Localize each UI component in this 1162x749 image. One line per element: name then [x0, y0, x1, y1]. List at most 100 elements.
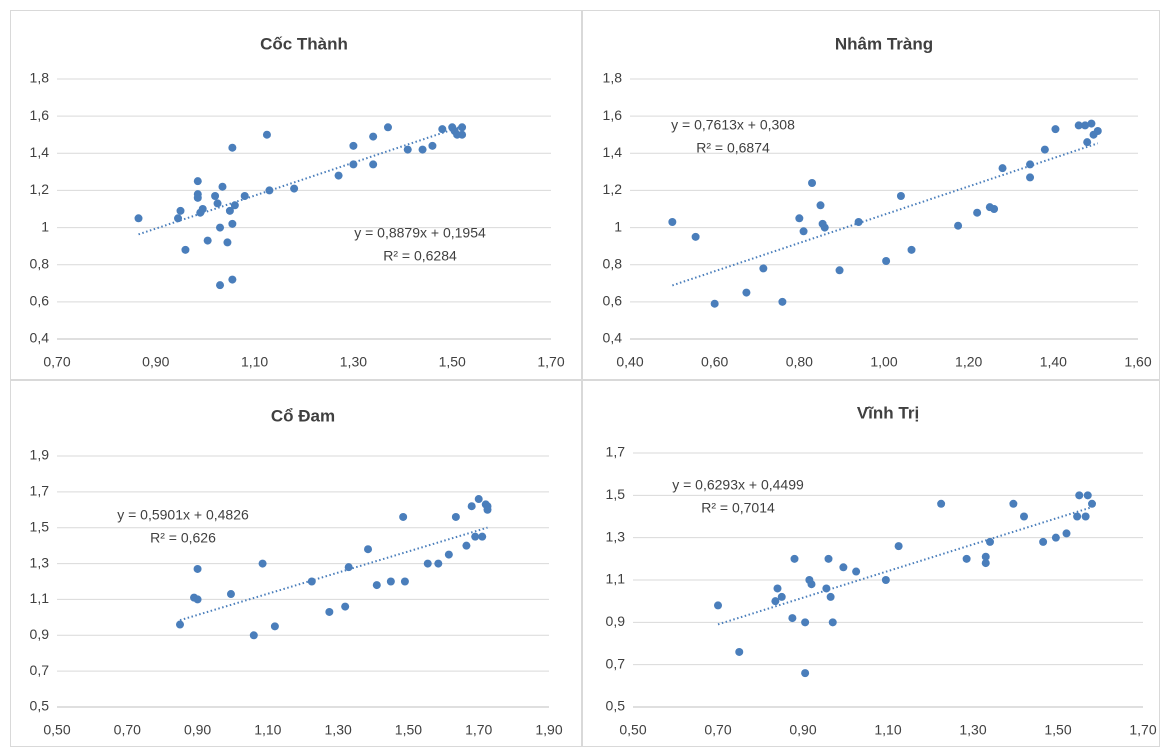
point	[258, 559, 267, 568]
point	[467, 502, 476, 511]
point	[383, 123, 392, 132]
x-tick-label: 1,50	[1044, 722, 1071, 738]
point	[735, 647, 744, 656]
trendline	[717, 506, 1093, 626]
point	[1093, 127, 1102, 135]
y-tick-label: 0,9	[606, 613, 626, 629]
point	[423, 559, 432, 568]
point	[759, 264, 768, 273]
point	[290, 184, 299, 193]
point	[213, 199, 222, 208]
point	[742, 288, 751, 297]
y-tick-label: 0,4	[603, 330, 623, 346]
y-tick-label: 0,4	[30, 330, 50, 346]
point	[403, 145, 412, 154]
y-tick-label: 1,5	[606, 486, 626, 502]
y-tick-label: 1,3	[606, 528, 626, 544]
x-tick-label: 1,30	[959, 722, 986, 738]
point	[418, 145, 427, 154]
point	[458, 130, 467, 139]
point	[334, 171, 343, 180]
point	[894, 542, 903, 551]
point	[907, 245, 916, 254]
chart-title: Vĩnh Trị	[857, 403, 919, 422]
point	[344, 563, 353, 572]
point	[181, 245, 190, 254]
point	[462, 541, 471, 550]
point	[434, 559, 443, 568]
point	[795, 214, 804, 223]
x-tick-label: 1,40	[1040, 354, 1067, 370]
point	[777, 592, 786, 601]
point	[954, 221, 963, 230]
x-tick-label: 1,20	[955, 354, 982, 370]
point	[176, 206, 185, 215]
trendline-equation: y = 0,7613x + 0,308	[671, 117, 795, 133]
point	[1081, 121, 1090, 130]
point	[1026, 160, 1035, 169]
y-tick-label: 1,7	[606, 444, 626, 460]
point	[341, 602, 350, 611]
point	[816, 201, 825, 210]
point	[478, 532, 487, 541]
x-tick-label: 1,30	[340, 354, 367, 370]
y-tick-label: 1,3	[30, 554, 50, 570]
panel-border	[10, 380, 582, 747]
x-tick-label: 1,10	[254, 722, 281, 738]
point	[771, 597, 780, 606]
point	[826, 592, 835, 601]
x-tick-label: 0,40	[616, 354, 643, 370]
y-tick-label: 1,9	[30, 447, 50, 463]
point	[1074, 121, 1083, 130]
point	[1083, 491, 1092, 500]
point	[349, 160, 358, 169]
point	[986, 537, 994, 546]
x-tick-label: 0,90	[184, 722, 211, 738]
x-tick-label: 1,70	[1129, 722, 1156, 738]
point	[896, 192, 905, 200]
y-tick-label: 1,8	[603, 70, 623, 86]
y-tick-label: 1,1	[606, 571, 626, 587]
point	[471, 532, 480, 541]
trendline	[138, 125, 463, 236]
y-tick-label: 0,8	[603, 255, 623, 271]
x-tick-label: 1,10	[241, 354, 268, 370]
y-tick-label: 0,9	[30, 626, 50, 642]
point	[1087, 119, 1096, 128]
trendline	[672, 142, 1099, 287]
point	[386, 577, 395, 586]
x-tick-label: 0,70	[704, 722, 731, 738]
point	[1051, 125, 1060, 134]
point	[937, 499, 946, 508]
y-tick-label: 0,6	[30, 293, 50, 309]
x-tick-label: 1,60	[1124, 354, 1151, 370]
y-tick-label: 1,7	[30, 483, 50, 499]
point	[458, 123, 467, 132]
y-tick-label: 1,1	[30, 590, 50, 606]
point	[790, 554, 799, 563]
point	[428, 141, 437, 150]
point	[226, 590, 235, 599]
point	[134, 214, 143, 223]
panel-border	[10, 10, 582, 380]
point	[778, 297, 787, 306]
point	[1026, 173, 1035, 182]
point	[828, 618, 837, 627]
point	[444, 550, 453, 559]
point	[349, 141, 358, 150]
point	[270, 622, 279, 631]
point	[193, 595, 202, 604]
point	[990, 205, 999, 213]
point	[249, 631, 258, 640]
point	[307, 577, 316, 586]
y-tick-label: 0,6	[603, 293, 623, 309]
x-tick-label: 0,50	[43, 722, 70, 738]
point	[854, 218, 863, 226]
x-tick-label: 0,60	[701, 354, 728, 370]
y-tick-label: 1,2	[603, 181, 623, 197]
point	[882, 257, 891, 265]
point	[1073, 512, 1082, 521]
y-tick-label: 1	[41, 218, 49, 234]
trendline-equation: y = 0,8879x + 0,1954	[354, 225, 486, 241]
point	[998, 164, 1007, 173]
